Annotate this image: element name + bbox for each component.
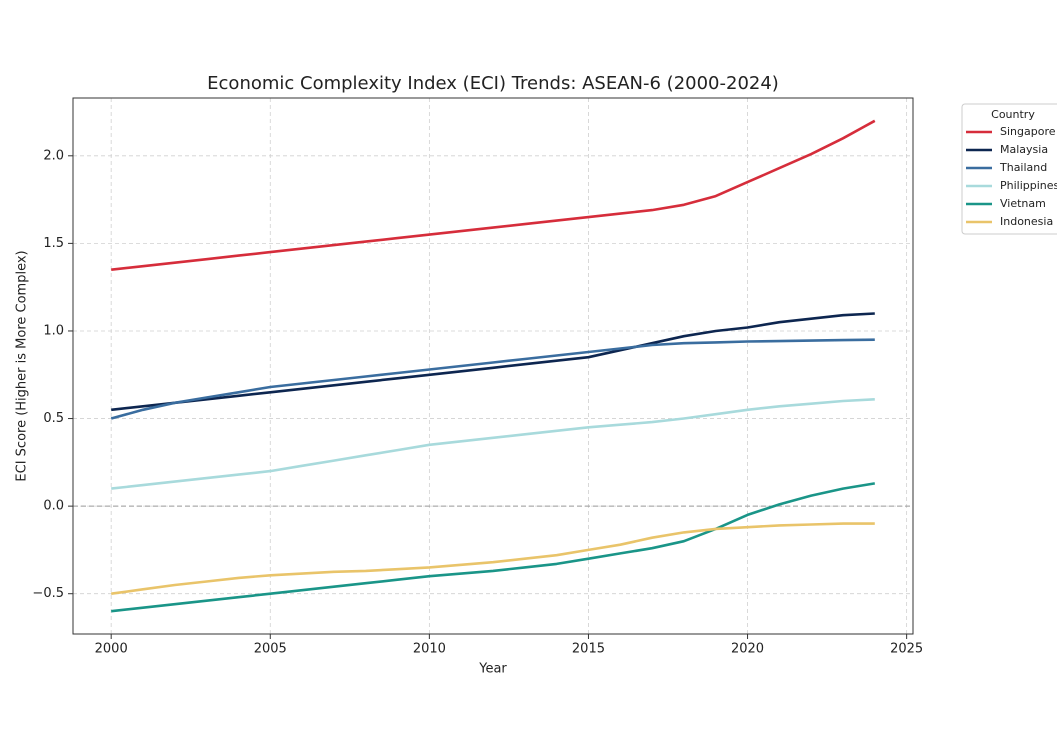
legend-box [961,103,1057,235]
series-line [111,119,876,271]
legend-label: Vietnam [1000,197,1046,210]
y-tick-label: −0.5 [32,586,64,601]
x-axis-label: Year [478,662,507,677]
y-tick-label: 0.5 [43,411,64,426]
legend-label: Singapore [1000,125,1056,138]
series-line [111,482,876,613]
series-line [111,398,875,490]
x-tick-label: 2005 [254,642,287,657]
series-line [111,522,875,595]
legend-label: Philippines [1000,179,1057,192]
y-tick-label: 2.0 [43,148,64,163]
series-line [111,312,875,412]
legend-label: Thailand [999,161,1047,174]
x-tick-label: 2020 [731,642,764,657]
x-tick-label: 2000 [95,642,128,657]
y-tick-label: 1.5 [43,236,64,251]
plot-frame [72,97,914,635]
legend-label: Indonesia [1000,215,1053,228]
y-tick-label: 1.0 [43,323,64,338]
x-tick-label: 2025 [890,642,923,657]
x-tick-label: 2010 [413,642,446,657]
y-axis-label: ECI Score (Higher is More Complex) [15,250,30,481]
legend-label: Malaysia [1000,143,1048,156]
y-tick-label: 0.0 [43,499,64,514]
series-line [110,338,875,420]
legend-title: Country [991,108,1035,121]
chart-title: Economic Complexity Index (ECI) Trends: … [207,73,779,94]
x-tick-label: 2015 [572,642,605,657]
